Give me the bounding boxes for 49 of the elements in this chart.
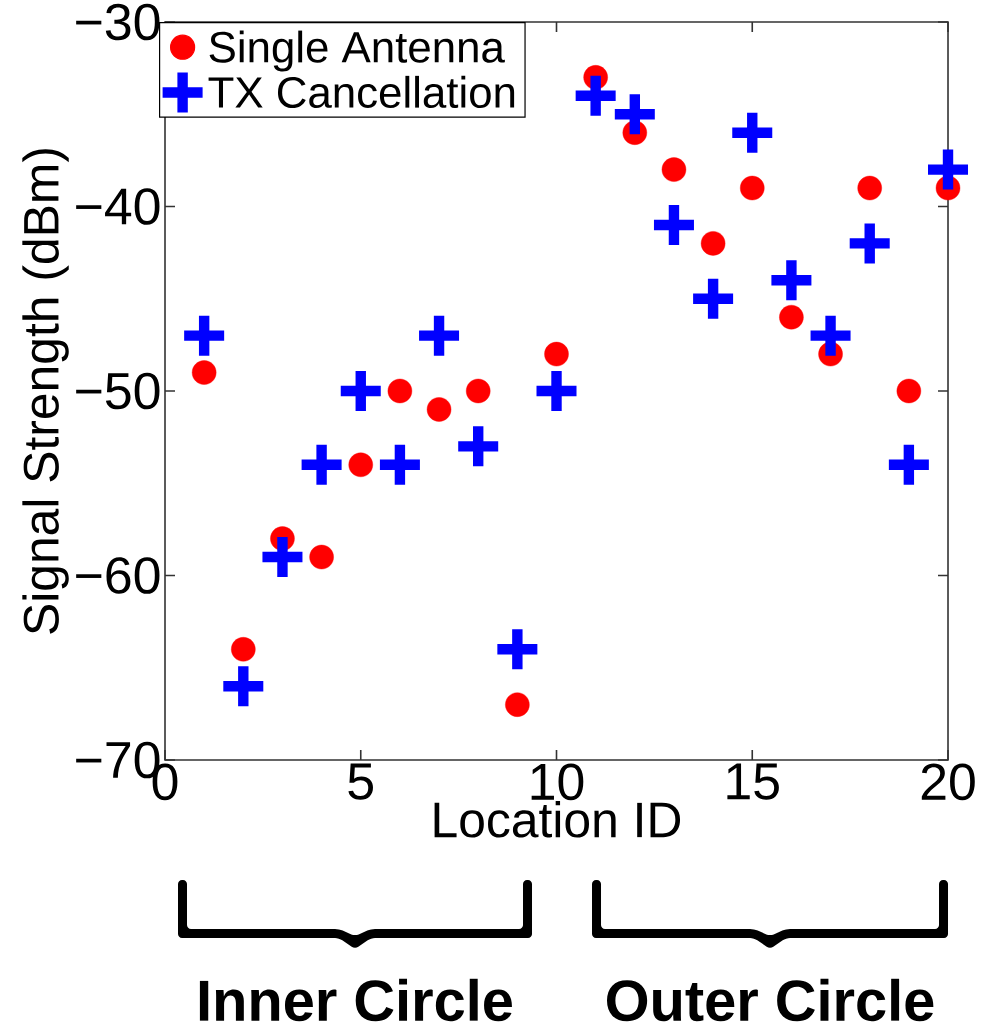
point: [348, 452, 373, 477]
point: [426, 397, 452, 422]
point: [896, 378, 922, 404]
y-tick-label: −50: [76, 372, 160, 410]
point: [191, 360, 217, 385]
point: [223, 666, 264, 707]
x-tick-label: 5: [348, 763, 373, 800]
y-tick-label: −40: [76, 188, 160, 225]
text: Outer Circle: [607, 978, 934, 1022]
legend-label: TX Cancellation: [208, 75, 515, 109]
point: [309, 544, 334, 570]
point: [693, 278, 734, 319]
y-tick-label: −30: [76, 3, 160, 41]
point: [740, 175, 765, 201]
point: [466, 378, 491, 404]
point: [231, 637, 256, 662]
legend-label: Single Antenna: [209, 30, 505, 72]
point: [262, 537, 303, 578]
point: [505, 692, 530, 717]
point: [653, 204, 694, 245]
x-tick-label: 15: [727, 763, 779, 800]
point: [779, 305, 804, 330]
x-tick-label: 10: [531, 763, 584, 801]
point: [184, 315, 225, 356]
point: [536, 370, 577, 411]
point: [661, 157, 687, 182]
point: [732, 112, 773, 153]
point: [340, 370, 381, 411]
x-axis-title: Location ID: [434, 801, 681, 838]
point: [301, 444, 342, 485]
point: [700, 231, 726, 256]
point: [387, 378, 413, 404]
text: Inner Circle: [199, 978, 512, 1022]
point: [614, 94, 655, 135]
x-tick-label: 20: [921, 763, 975, 801]
point: [849, 223, 890, 264]
point: [928, 149, 969, 190]
point: [575, 75, 616, 116]
y-tick-label: −60: [76, 557, 160, 594]
point: [458, 426, 499, 467]
point: [857, 175, 882, 201]
point: [497, 629, 538, 670]
point: [771, 260, 812, 301]
point: [810, 315, 851, 356]
point: [419, 315, 460, 356]
y-axis-title: Signal Strength (dBm): [22, 149, 69, 634]
point: [888, 444, 929, 485]
point: [379, 444, 420, 485]
point: [544, 341, 569, 367]
